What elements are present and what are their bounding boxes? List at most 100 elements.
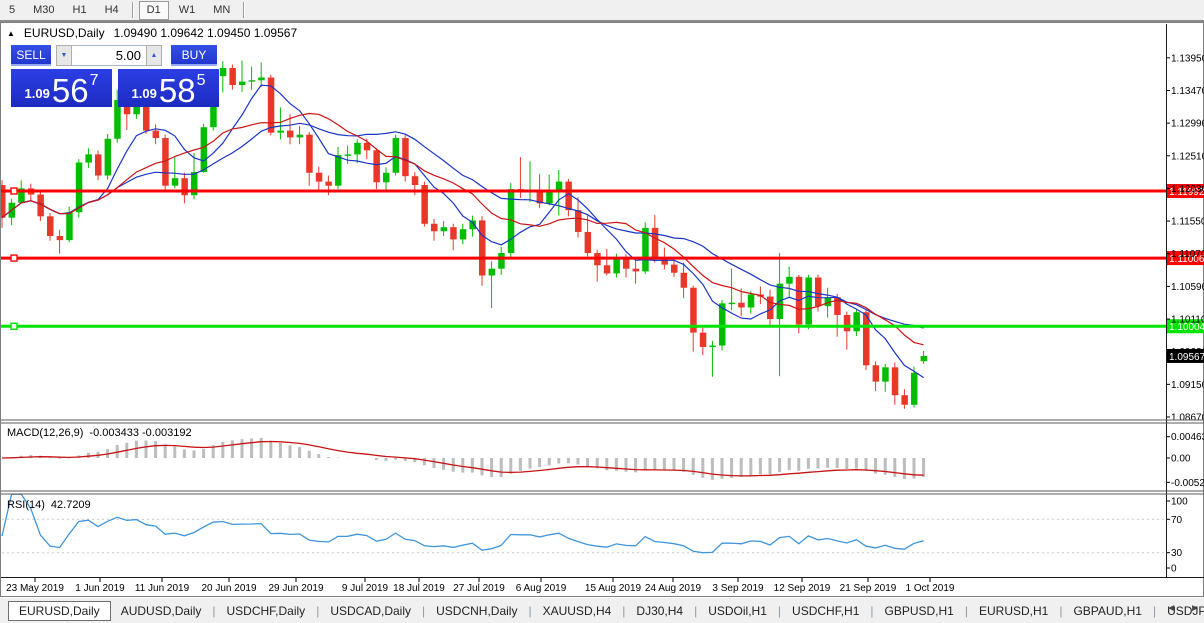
bear-candle[interactable] [575, 210, 582, 232]
tab-scroll-left-icon[interactable]: ◄ [1166, 603, 1177, 614]
bear-candle[interactable] [421, 185, 428, 224]
chart-tab-usdcad-daily[interactable]: USDCAD,Daily [330, 603, 411, 618]
candle[interactable] [584, 215, 592, 257]
price-chart[interactable]: 1.11992 1.11006 1.10004 1.13950 1.13470 1.129… [1, 23, 1204, 596]
candle[interactable] [239, 60, 246, 92]
bear-candle[interactable] [603, 265, 611, 274]
bull-candle[interactable] [85, 154, 92, 163]
volume-increase-icon[interactable]: ▲ [146, 45, 162, 66]
candle[interactable] [258, 62, 265, 88]
hline-handle[interactable] [10, 187, 18, 195]
candle[interactable] [786, 266, 793, 298]
bear-candle[interactable] [479, 220, 486, 276]
bull-candle[interactable] [104, 138, 112, 176]
candle[interactable] [219, 61, 227, 93]
bear-candle[interactable] [1, 185, 6, 218]
candle[interactable] [440, 221, 448, 237]
bear-candle[interactable] [229, 68, 236, 86]
chart-tab-eurusd-daily[interactable]: EURUSD,Daily [8, 600, 111, 621]
timeframe-button-M30[interactable]: M30 [33, 3, 55, 16]
candle[interactable] [306, 131, 313, 186]
candle[interactable] [642, 222, 649, 275]
candle[interactable] [651, 214, 659, 263]
candle[interactable] [56, 229, 64, 254]
bull-candle[interactable] [469, 220, 476, 230]
candle[interactable] [162, 134, 169, 190]
bull-candle[interactable] [728, 302, 736, 305]
candle[interactable] [747, 291, 755, 314]
candle[interactable] [834, 293, 841, 337]
chart-tab-audusd-daily[interactable]: AUDUSD,Daily [120, 603, 202, 618]
candle[interactable] [431, 219, 438, 241]
bear-candle[interactable] [162, 138, 169, 186]
bull-candle[interactable] [277, 130, 284, 133]
bull-candle[interactable] [911, 372, 918, 405]
chart-tab-dj30-h4[interactable]: DJ30,H4 [636, 603, 684, 618]
candle[interactable] [853, 309, 860, 337]
candle[interactable] [104, 133, 112, 180]
candle[interactable] [795, 274, 803, 334]
bear-candle[interactable] [181, 178, 188, 196]
chart-tab-usdoil-h1[interactable]: USDOil,H1 [708, 603, 767, 618]
candle[interactable] [200, 123, 208, 173]
candle[interactable] [603, 248, 611, 276]
timeframe-button-D1[interactable]: D1 [138, 0, 169, 20]
candle[interactable] [315, 166, 323, 190]
moving-average-line-7[interactable] [1, 84, 924, 379]
bear-candle[interactable] [143, 104, 150, 131]
bull-candle[interactable] [546, 191, 553, 204]
candle[interactable] [469, 215, 476, 237]
macd-signal-line[interactable] [1, 440, 924, 477]
candle[interactable] [776, 253, 784, 377]
candle[interactable] [767, 289, 774, 326]
bull-candle[interactable] [354, 142, 361, 155]
candle[interactable] [479, 216, 486, 286]
bear-candle[interactable] [565, 181, 572, 211]
candle[interactable] [488, 261, 496, 309]
bear-candle[interactable] [306, 134, 313, 173]
tab-scroll-right-icon[interactable]: ► [1190, 603, 1200, 614]
candle[interactable] [555, 170, 563, 216]
collapse-triangle-icon[interactable]: ▲ [7, 28, 15, 38]
candle[interactable] [392, 134, 400, 176]
volume-input[interactable]: 5.00 [72, 45, 146, 66]
bear-candle[interactable] [402, 138, 409, 177]
timeframe-button-H1[interactable]: H1 [72, 3, 87, 16]
bull-candle[interactable] [171, 178, 179, 186]
chart-tab-gbpusd-h1[interactable]: GBPUSD,H1 [884, 603, 954, 618]
bull-candle[interactable] [383, 172, 390, 183]
bull-candle[interactable] [786, 276, 793, 284]
bull-candle[interactable] [882, 367, 889, 382]
candle[interactable] [383, 167, 390, 192]
bull-candle[interactable] [335, 155, 342, 186]
candle[interactable] [421, 181, 428, 227]
candle[interactable] [181, 172, 188, 204]
timeframe-button-H4[interactable]: H4 [104, 3, 119, 16]
candle[interactable] [47, 212, 54, 241]
candle[interactable] [248, 66, 256, 90]
candle[interactable] [114, 89, 121, 143]
bull-candle[interactable] [853, 312, 860, 332]
bear-candle[interactable] [325, 181, 332, 186]
bear-candle[interactable] [632, 268, 640, 272]
bear-candle[interactable] [536, 190, 544, 204]
candle[interactable] [344, 145, 352, 164]
bear-candle[interactable] [450, 227, 457, 240]
bull-candle[interactable] [66, 212, 73, 241]
candle[interactable] [872, 361, 880, 392]
bull-candle[interactable] [239, 81, 246, 86]
candle[interactable] [882, 363, 889, 392]
candle[interactable] [709, 340, 716, 377]
bull-candle[interactable] [555, 181, 563, 192]
bear-candle[interactable] [834, 297, 841, 315]
bull-candle[interactable] [498, 253, 505, 269]
bull-candle[interactable] [507, 189, 515, 254]
bull-candle[interactable] [824, 297, 832, 307]
bear-candle[interactable] [767, 296, 774, 320]
bear-candle[interactable] [152, 130, 160, 139]
candle[interactable] [402, 134, 409, 182]
bull-candle[interactable] [613, 258, 620, 274]
bull-candle[interactable] [296, 134, 304, 138]
bear-candle[interactable] [56, 236, 64, 241]
candle[interactable] [498, 246, 505, 275]
